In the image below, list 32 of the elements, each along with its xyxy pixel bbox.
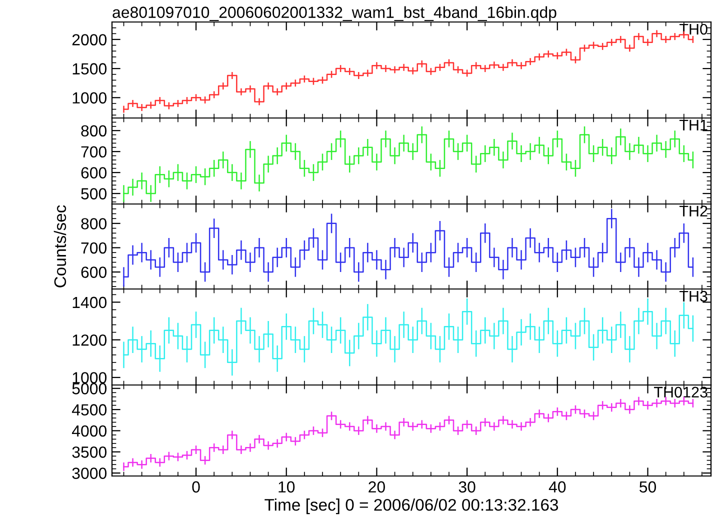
series-label: TH2 [679, 206, 708, 216]
x-tick-label: 10 [278, 481, 295, 493]
x-axis-title: Time [sec] 0 = 2006/06/02 00:13:32.163 [264, 498, 558, 514]
x-tick-label: 30 [458, 481, 476, 493]
series-label: TH1 [679, 120, 708, 130]
y-tick-label: 1000 [72, 372, 107, 384]
x-tick-label: 20 [368, 481, 385, 493]
y-axis-title: Counts/sec [54, 205, 66, 288]
y-tick-label: 3500 [72, 446, 107, 458]
series-label: TH0 [679, 24, 708, 35]
y-tick-label: 2000 [72, 34, 107, 46]
y-tick-label: 700 [81, 146, 107, 158]
chart-title: ae801097010_20060602001332_wam1_bst_4band_16bin.qdp [112, 6, 556, 22]
x-tick-label: 40 [548, 481, 566, 493]
y-tick-label: 600 [81, 167, 107, 178]
y-tick-label: 800 [81, 218, 107, 230]
x-tick-label: 50 [640, 481, 656, 493]
series-label: TH0123 [654, 386, 708, 398]
y-tick-label: 5000 [72, 383, 107, 394]
y-tick-label: 1200 [72, 334, 107, 346]
y-tick-label: 600 [81, 266, 107, 278]
y-tick-label: 1500 [72, 63, 107, 74]
y-tick-label: 1000 [72, 92, 107, 104]
y-tick-label: 1400 [72, 296, 107, 308]
y-tick-label: 800 [81, 125, 107, 137]
y-tick-label: 700 [81, 242, 107, 254]
y-tick-label: 3000 [72, 468, 107, 479]
y-tick-label: 500 [81, 188, 107, 200]
y-tick-label: 4500 [72, 404, 107, 416]
x-tick-label: 0 [192, 481, 200, 493]
series-label: TH3 [679, 290, 708, 302]
y-tick-label: 4000 [72, 425, 107, 437]
